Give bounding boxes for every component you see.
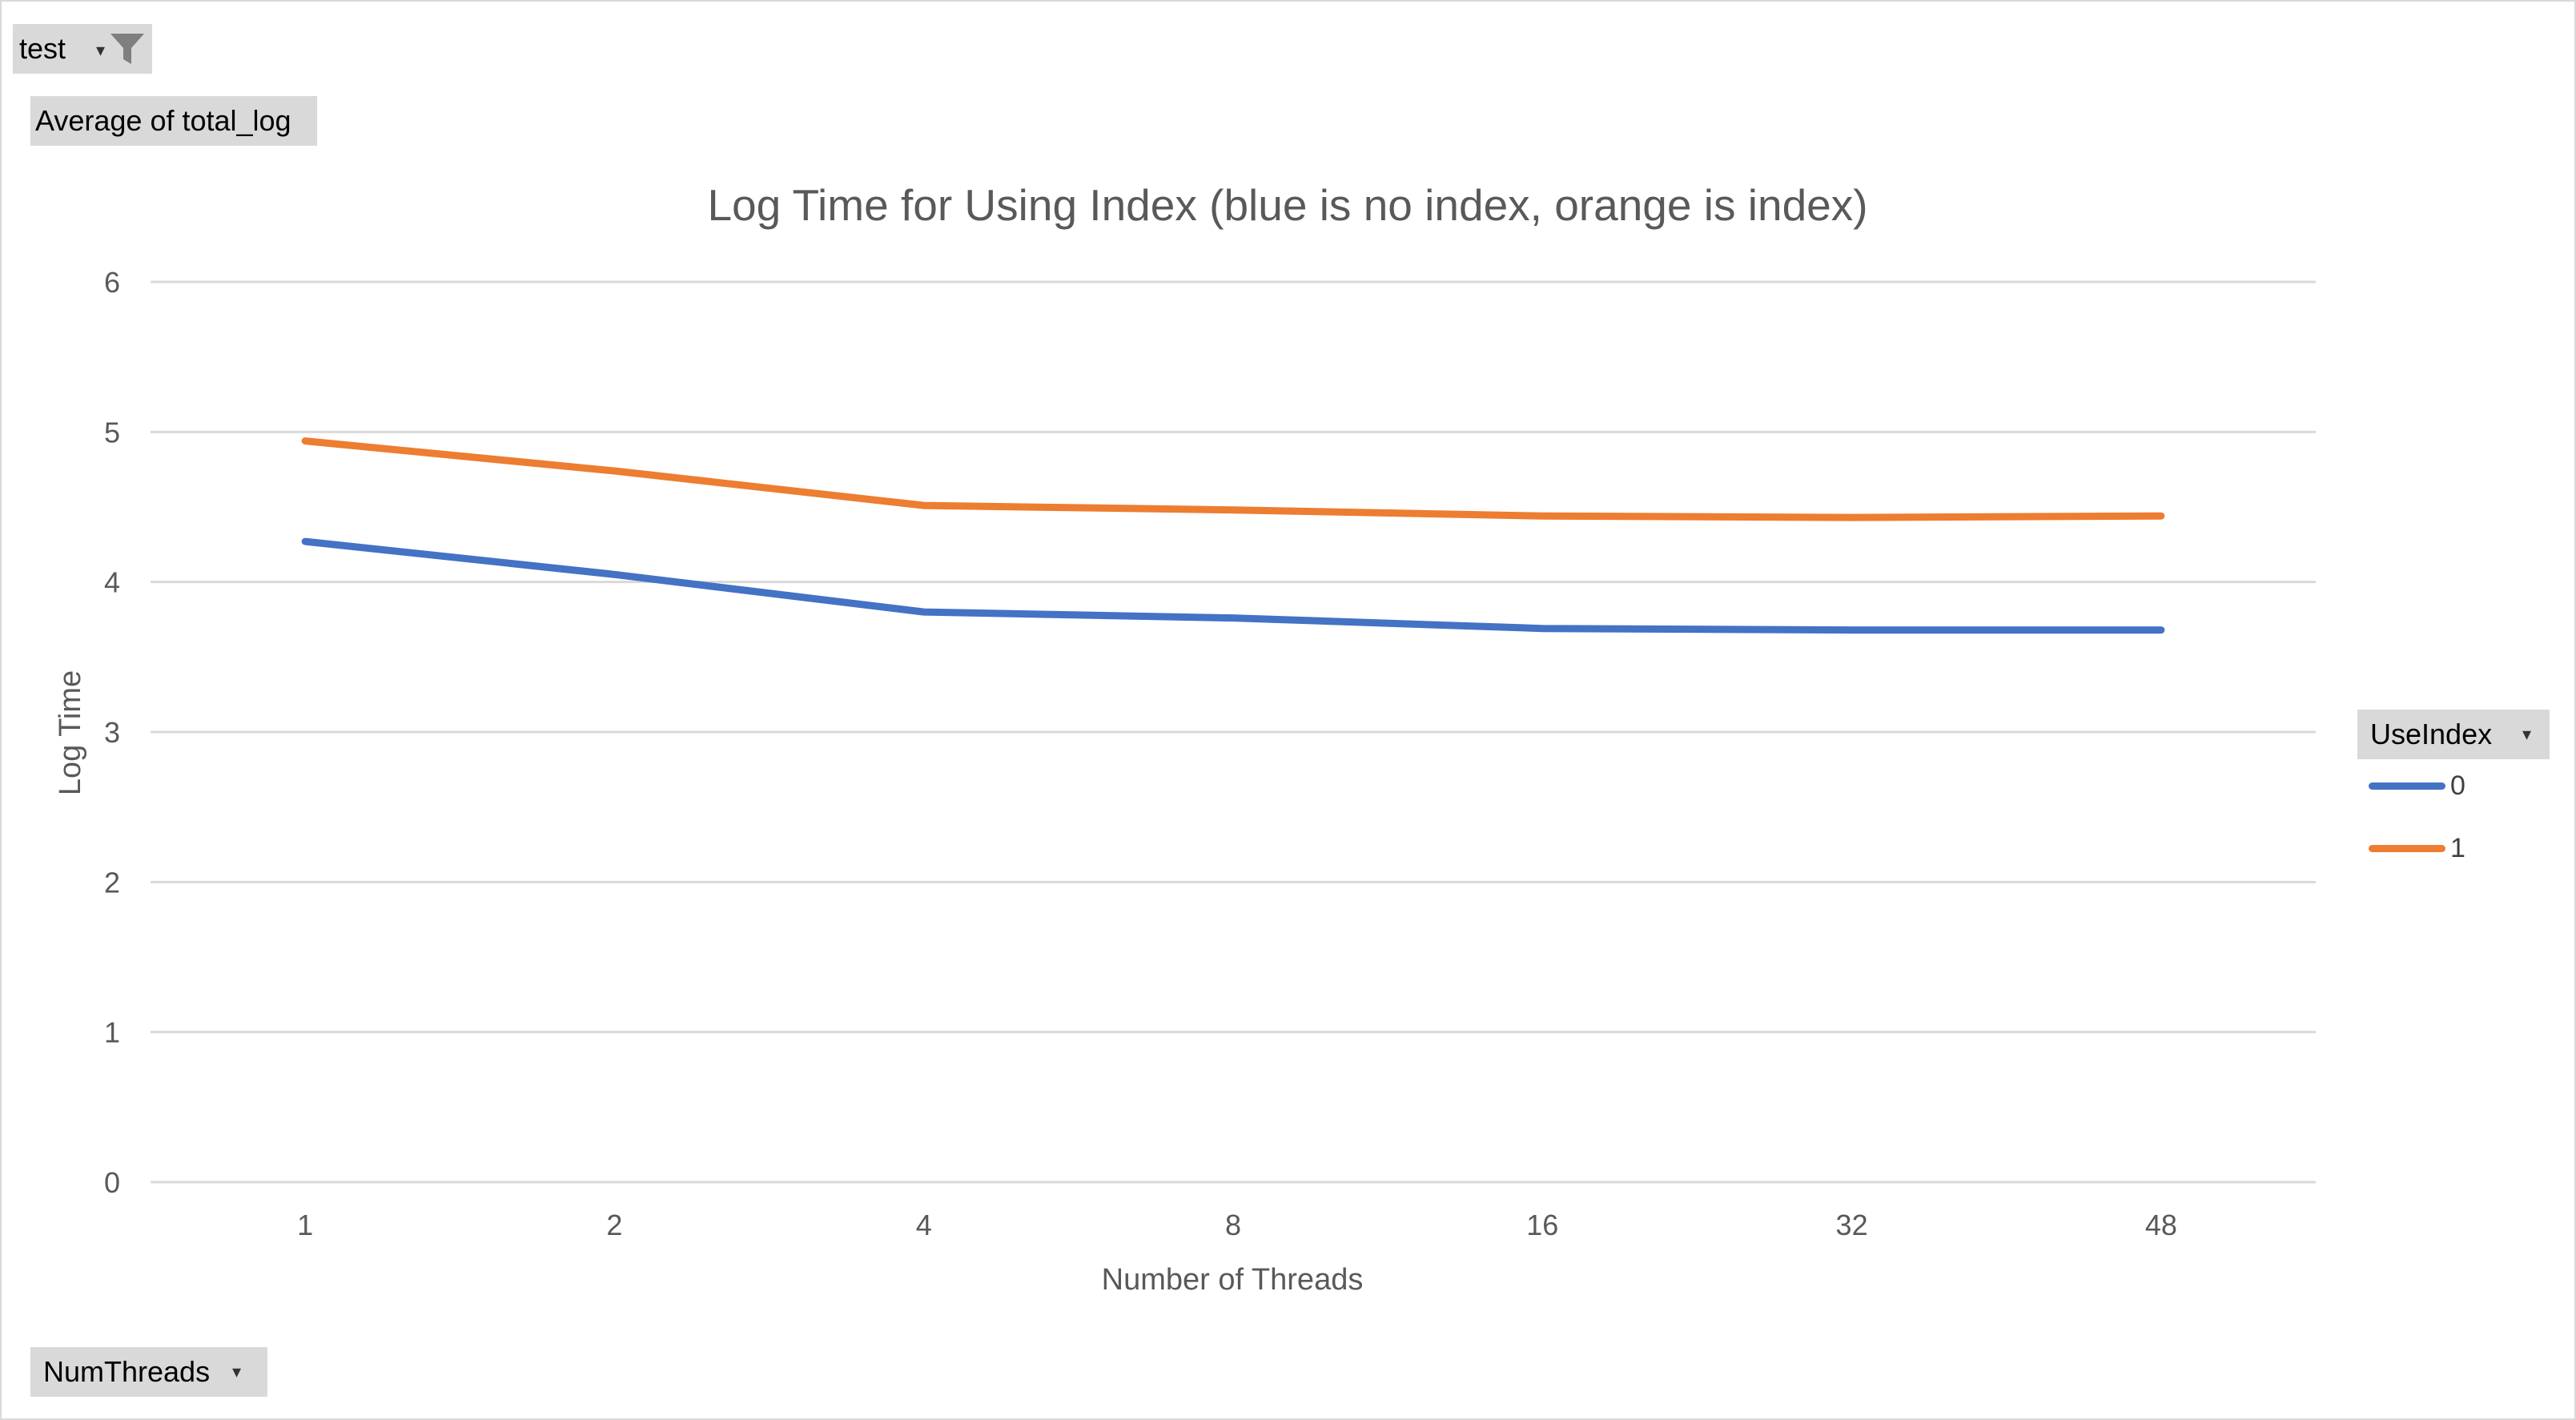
data-point-0[interactable]: [611, 571, 618, 578]
legend-item-1[interactable]: 1: [2369, 833, 2465, 864]
y-tick-label: 4: [104, 566, 120, 599]
chart-title: Log Time for Using Index (blue is no ind…: [707, 180, 1867, 230]
x-tick-label: 8: [1225, 1209, 1241, 1241]
values-field-button[interactable]: Average of total_log: [30, 96, 317, 146]
gridlines: [151, 280, 2316, 1184]
x-tick-label: 16: [1526, 1209, 1558, 1241]
data-point-1[interactable]: [611, 468, 618, 475]
data-point-1[interactable]: [1230, 506, 1236, 513]
legend-label-0: 0: [2450, 770, 2465, 801]
dropdown-arrow-icon: ▾: [232, 1362, 242, 1382]
y-tick-label: 2: [104, 866, 120, 899]
axis-field-button[interactable]: NumThreads ▾: [30, 1347, 267, 1397]
y-tick-label: 1: [104, 1016, 120, 1049]
legend-field-button[interactable]: UseIndex ▾: [2357, 710, 2550, 759]
y-axis-title: Log Time: [54, 670, 87, 795]
data-point-1[interactable]: [1539, 513, 1546, 520]
data-point-0[interactable]: [1539, 625, 1546, 632]
x-axis-title: Number of Threads: [1102, 1263, 1364, 1297]
x-tick-label: 48: [2145, 1209, 2177, 1241]
dropdown-arrow-icon: ▾: [2522, 724, 2532, 744]
legend-field-label: UseIndex: [2370, 718, 2493, 750]
legend-swatch-1: [2369, 845, 2445, 852]
x-tick-label: 1: [297, 1209, 313, 1241]
series-line-1[interactable]: [301, 437, 2165, 521]
data-point-0[interactable]: [302, 538, 309, 545]
data-point-1[interactable]: [920, 502, 927, 509]
data-point-0[interactable]: [2157, 626, 2164, 634]
x-tick-label: 4: [916, 1209, 932, 1241]
dropdown-arrow-icon: ▾: [96, 40, 106, 60]
y-axis-ticks: 0 1 2 3 4 5 6: [104, 266, 120, 1199]
y-tick-label: 0: [104, 1166, 120, 1199]
axis-field-label: NumThreads: [43, 1355, 211, 1388]
y-tick-label: 5: [104, 416, 120, 449]
report-filter-label: test: [19, 32, 66, 65]
series-lines: [301, 437, 2165, 634]
funnel-icon: [107, 30, 147, 72]
data-point-0[interactable]: [1230, 614, 1236, 622]
data-point-1[interactable]: [1848, 514, 1855, 521]
report-filter-button[interactable]: test ▾: [13, 24, 152, 74]
legend-swatch-0: [2369, 782, 2445, 790]
data-point-1[interactable]: [302, 437, 309, 445]
y-tick-label: 3: [104, 716, 120, 749]
values-field-label: Average of total_log: [35, 104, 291, 137]
data-point-1[interactable]: [2157, 513, 2164, 520]
y-tick-label: 6: [104, 266, 120, 299]
x-axis-ticks: 1 2 4 8 16 32 48: [297, 1209, 2177, 1241]
legend-item-0[interactable]: 0: [2369, 770, 2465, 802]
x-tick-label: 32: [1836, 1209, 1868, 1241]
legend-label-1: 1: [2450, 833, 2465, 863]
data-point-0[interactable]: [1848, 626, 1855, 634]
data-point-0[interactable]: [920, 609, 927, 616]
x-tick-label: 2: [606, 1209, 622, 1241]
